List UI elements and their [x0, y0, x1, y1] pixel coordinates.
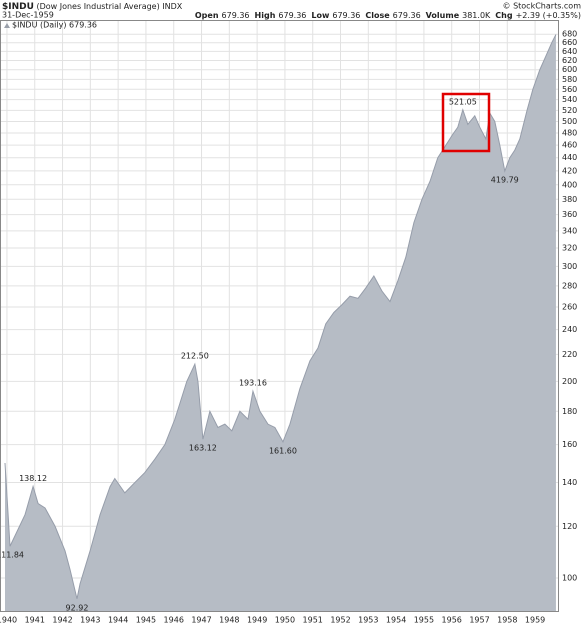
quote-label: Volume	[426, 11, 460, 20]
header-title: $INDU (Dow Jones Industrial Average) IND…	[2, 2, 183, 12]
quote-label: High	[255, 11, 276, 20]
y-tick-label: 460	[562, 141, 577, 150]
plot	[0, 20, 559, 612]
highlight-box	[441, 92, 491, 153]
quote-label: Low	[311, 11, 330, 20]
quote-value: 679.36	[278, 11, 306, 20]
area	[5, 34, 556, 612]
quote-value: 679.36	[332, 11, 360, 20]
y-tick-label: 160	[562, 440, 577, 449]
quote-value: 679.36	[222, 11, 250, 20]
annotation: 92.92	[66, 603, 89, 612]
legend-swatch	[4, 23, 10, 28]
quote-value: +2.39 (+0.35%)	[516, 11, 581, 20]
x-tick-label: 1945	[136, 616, 156, 625]
quote: Open 679.36 High 679.36 Low 679.36 Close 679.36…	[195, 11, 581, 20]
y-tick-label: 280	[562, 281, 577, 290]
quote-value: 381.0K	[462, 11, 491, 20]
y-tick-label: 120	[562, 522, 577, 531]
y-tick-label: 260	[562, 302, 577, 311]
quote-label: Chg	[495, 11, 513, 20]
credit: © StockCharts.com	[503, 2, 582, 11]
annotation: 419.79	[491, 176, 519, 185]
y-tick-label: 320	[562, 244, 577, 253]
x-tick-label: 1955	[414, 616, 434, 625]
x-tick-label: 1952	[330, 616, 350, 625]
y-tick-label: 620	[562, 56, 577, 65]
y-tick-label: 400	[562, 180, 577, 189]
quote-label: Close	[365, 11, 390, 20]
y-tick-label: 100	[562, 573, 577, 582]
x-tick-label: 1949	[247, 616, 267, 625]
y-tick-label: 140	[562, 478, 577, 487]
quote-label: Open	[195, 11, 219, 20]
x-tick-label: 1942	[52, 616, 72, 625]
x-tick-label: 1959	[525, 616, 545, 625]
y-tick-label: 380	[562, 195, 577, 204]
y-tick-label: 680	[562, 30, 577, 39]
y-tick-label: 220	[562, 350, 577, 359]
x-tick-label: 1943	[80, 616, 100, 625]
y-tick-label: 580	[562, 75, 577, 84]
y-tick-label: 300	[562, 262, 577, 271]
x-tick-label: 1956	[442, 616, 462, 625]
y-tick-label: 180	[562, 407, 577, 416]
x-tick-label: 1941	[25, 616, 45, 625]
x-tick-label: 1957	[469, 616, 489, 625]
annotation: 161.60	[269, 446, 297, 455]
x-tick-label: 1940	[0, 616, 17, 625]
y-tick-label: 480	[562, 129, 577, 138]
annotation: 212.50	[181, 352, 209, 361]
x-tick-label: 1953	[358, 616, 378, 625]
y-tick-label: 640	[562, 47, 577, 56]
y-tick-label: 240	[562, 325, 577, 334]
y-tick-label: 200	[562, 377, 577, 386]
quote-value: 679.36	[393, 11, 421, 20]
y-tick-label: 660	[562, 38, 577, 47]
y-tick-label: 600	[562, 65, 577, 74]
y-tick-label: 360	[562, 210, 577, 219]
x-tick-label: 1954	[386, 616, 406, 625]
y-tick-label: 560	[562, 85, 577, 94]
annotation: 521.05	[449, 97, 477, 106]
x-tick-label: 1944	[108, 616, 128, 625]
exchange: INDX	[162, 2, 183, 11]
y-tick-label: 440	[562, 153, 577, 162]
x-tick-label: 1946	[164, 616, 184, 625]
x-tick-label: 1950	[275, 616, 295, 625]
symbol: $INDU	[2, 2, 34, 12]
annotation: 163.12	[189, 444, 217, 453]
y-tick-label: 420	[562, 166, 577, 175]
y-tick-label: 500	[562, 117, 577, 126]
y-tick-label: 340	[562, 226, 577, 235]
plot-frame	[0, 20, 559, 612]
area-line	[4, 34, 557, 599]
legend: $INDU (Daily) 679.36	[12, 21, 97, 30]
y-tick-label: 540	[562, 95, 577, 104]
annotation: 111.84	[0, 551, 24, 560]
x-tick-label: 1958	[497, 616, 517, 625]
annotation: 193.16	[239, 379, 267, 388]
annotation: 138.12	[19, 474, 47, 483]
x-tick-label: 1951	[303, 616, 323, 625]
index-name: (Dow Jones Industrial Average)	[36, 2, 159, 11]
x-tick-label: 1948	[219, 616, 239, 625]
x-tick-label: 1947	[191, 616, 211, 625]
date: 31-Dec-1959	[2, 11, 54, 20]
y-tick-label: 520	[562, 106, 577, 115]
